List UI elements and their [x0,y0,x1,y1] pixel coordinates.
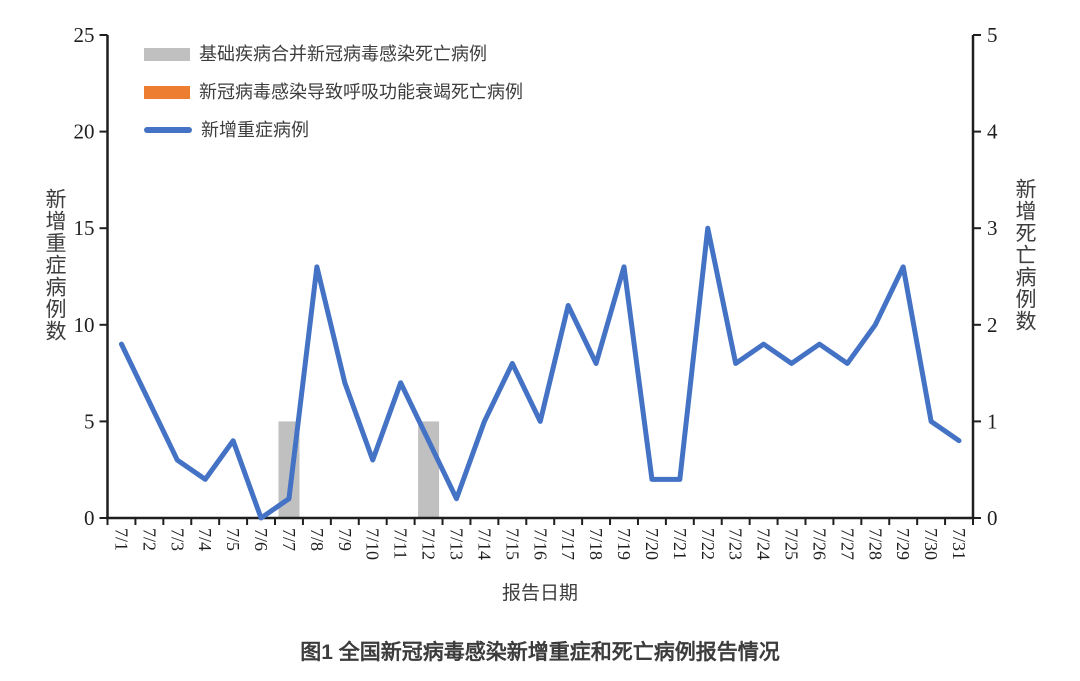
left-axis-tick-label: 15 [74,216,95,240]
x-category-label: 7/18 [586,528,606,560]
x-category-label: 7/7 [279,528,299,551]
right-axis-tick-label: 5 [987,23,998,47]
x-axis-title: 报告日期 [501,583,578,604]
x-category-label: 7/29 [893,528,913,560]
x-category-label: 7/17 [558,528,578,560]
x-category-label: 7/5 [223,528,243,551]
x-category-label: 7/24 [754,528,774,560]
legend-label: 基础疾病合并新冠病毒感染死亡病例 [199,44,487,64]
orange-bar-swatch-icon [144,85,190,99]
right-axis-tick-label: 4 [987,120,998,144]
x-category-label: 7/6 [251,528,271,551]
chart-canvas: 0 5 10 15 20 25 0 1 2 3 4 5 7/1 7/2 7/3 7/4 7/5 7/6 7/7 7/8… [74,23,999,560]
x-category-label: 7/20 [642,528,662,560]
x-category-label: 7/19 [614,528,634,560]
left-axis-tick-label: 0 [84,506,95,530]
x-category-label: 7/25 [782,528,802,560]
x-category-label: 7/12 [419,528,439,560]
severe-cases-line [118,225,962,521]
left-axis-tick-label: 10 [74,313,95,337]
x-category-label: 7/22 [698,528,718,560]
x-category-label: 7/4 [195,528,215,551]
right-axis-tick-label: 3 [987,216,998,240]
left-axis-tick-label: 25 [74,23,95,47]
left-axis-tick-label: 20 [74,120,95,144]
legend-item-new-severe-cases: 新增重症病例 [144,117,523,143]
left-axis-title: 新增重症病例数 [43,188,67,342]
gray-bar-swatch-icon [144,47,190,61]
x-category-label: 7/31 [949,528,969,560]
x-category-label: 7/8 [307,528,327,551]
death-bar-0 [418,421,440,518]
x-category-label: 7/1 [111,528,131,551]
chart-legend: 基础疾病合并新冠病毒感染死亡病例 新冠病毒感染导致呼吸功能衰竭死亡病例 新增重症… [144,41,523,155]
x-category-label: 7/11 [391,528,411,559]
legend-item-respiratory-failure-deaths: 新冠病毒感染导致呼吸功能衰竭死亡病例 [144,79,523,105]
x-category-label: 7/16 [530,528,550,560]
right-axis-tick-label: 0 [987,506,998,530]
x-category-label: 7/26 [809,528,829,560]
blue-line-swatch-icon [144,127,192,133]
x-category-label: 7/3 [167,528,187,551]
x-category-label: 7/21 [670,528,690,560]
x-category-label: 7/28 [865,528,885,560]
x-category-label: 7/15 [502,528,522,560]
x-category-label: 7/27 [837,528,857,560]
x-category-label: 7/10 [363,528,383,560]
x-category-label: 7/30 [921,528,941,560]
x-category-label: 7/13 [446,528,466,560]
x-category-label: 7/14 [474,528,494,560]
figure-caption: 图1 全国新冠病毒感染新增重症和死亡病例报告情况 [300,641,780,664]
legend-label: 新增重症病例 [201,120,309,140]
left-axis-tick-label: 5 [84,409,95,433]
right-axis-tick-label: 2 [987,313,998,337]
x-category-label: 7/2 [139,528,159,551]
legend-label: 新冠病毒感染导致呼吸功能衰竭死亡病例 [199,82,523,102]
x-category-label: 7/9 [335,528,355,551]
right-axis-tick-label: 1 [987,409,998,433]
right-axis-title: 新增死亡病例数 [1013,178,1037,332]
x-category-label: 7/23 [726,528,746,560]
legend-item-underlying-disease-deaths: 基础疾病合并新冠病毒感染死亡病例 [144,41,523,67]
